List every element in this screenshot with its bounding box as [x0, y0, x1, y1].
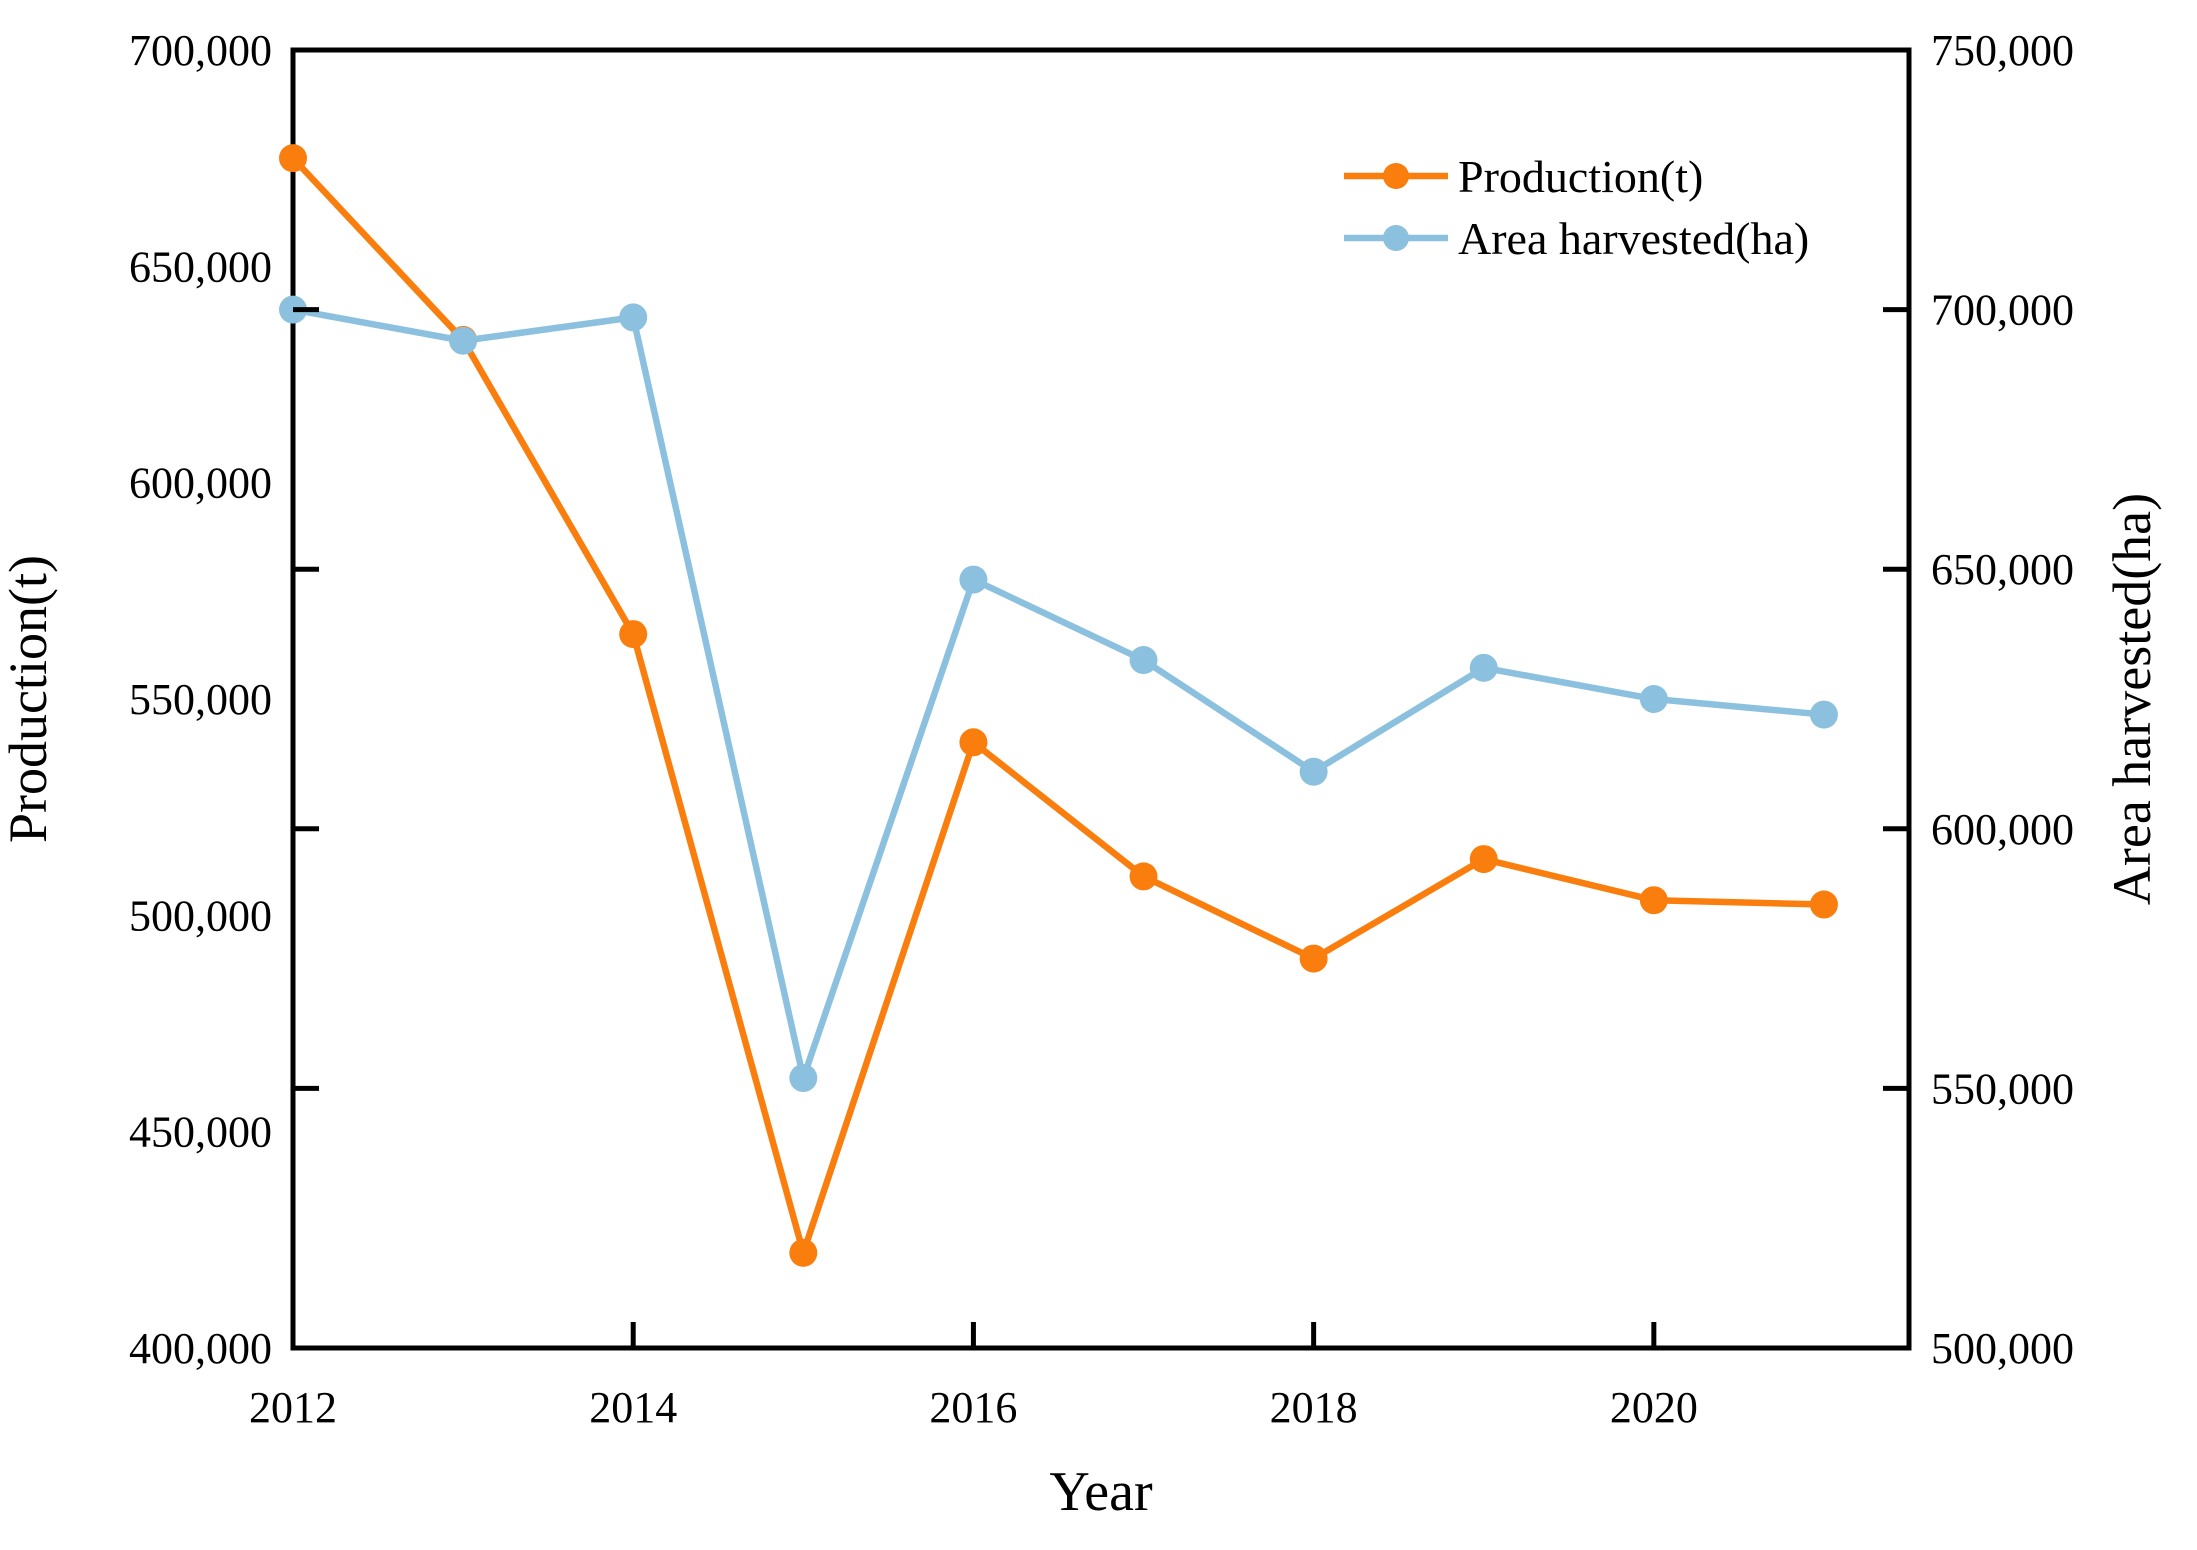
y-tick-label-left: 700,000 — [129, 26, 272, 75]
data-point-production — [1299, 944, 1328, 973]
data-point-area-harvested — [959, 565, 988, 594]
data-point-production — [1639, 886, 1668, 915]
legend-marker — [1383, 225, 1409, 251]
legend-marker — [1383, 163, 1409, 189]
data-point-area-harvested — [789, 1064, 818, 1093]
legend-label: Area harvested(ha) — [1458, 213, 1809, 264]
data-point-area-harvested — [449, 326, 478, 355]
y-tick-label-right: 550,000 — [1931, 1064, 2074, 1113]
y-tick-label-right: 600,000 — [1931, 805, 2074, 854]
x-tick-label: 2012 — [249, 1383, 337, 1432]
y-axis-title-right: Area harvested(ha) — [2102, 493, 2162, 905]
y-tick-label-left: 500,000 — [129, 891, 272, 940]
data-point-area-harvested — [1299, 757, 1328, 786]
data-point-area-harvested — [1809, 700, 1838, 729]
y-tick-label-left: 650,000 — [129, 242, 272, 291]
y-tick-label-left: 600,000 — [129, 459, 272, 508]
data-point-area-harvested — [1639, 685, 1668, 713]
data-point-production — [789, 1238, 818, 1267]
data-point-production — [1469, 845, 1498, 874]
data-point-area-harvested — [1469, 653, 1498, 682]
x-tick-label: 2014 — [589, 1383, 677, 1432]
y-tick-label-right: 650,000 — [1931, 545, 2074, 594]
data-point-production — [1129, 862, 1158, 891]
x-tick-label: 2018 — [1270, 1383, 1358, 1432]
x-tick-label: 2020 — [1610, 1383, 1698, 1432]
data-point-production — [279, 144, 307, 173]
data-point-area-harvested — [1129, 646, 1158, 675]
y-tick-label-right: 700,000 — [1931, 286, 2074, 335]
data-point-production — [1809, 890, 1838, 919]
data-point-production — [959, 728, 988, 757]
y-tick-label-left: 450,000 — [129, 1108, 272, 1157]
y-tick-label-right: 750,000 — [1931, 26, 2074, 75]
x-axis-title: Year — [1049, 1461, 1153, 1523]
series-line-production — [289, 154, 1828, 1257]
legend-label: Production(t) — [1458, 151, 1703, 202]
data-point-production — [619, 620, 648, 649]
y-tick-label-left: 550,000 — [129, 675, 272, 724]
series-line-area-harvested — [289, 306, 1828, 1082]
y-axis-title-left: Production(t) — [0, 555, 58, 843]
plot-frame — [290, 47, 1912, 1351]
data-point-area-harvested — [619, 303, 648, 332]
x-tick-label: 2016 — [929, 1383, 1017, 1432]
y-tick-label-right: 500,000 — [1931, 1324, 2074, 1373]
y-tick-label-left: 400,000 — [129, 1324, 272, 1373]
